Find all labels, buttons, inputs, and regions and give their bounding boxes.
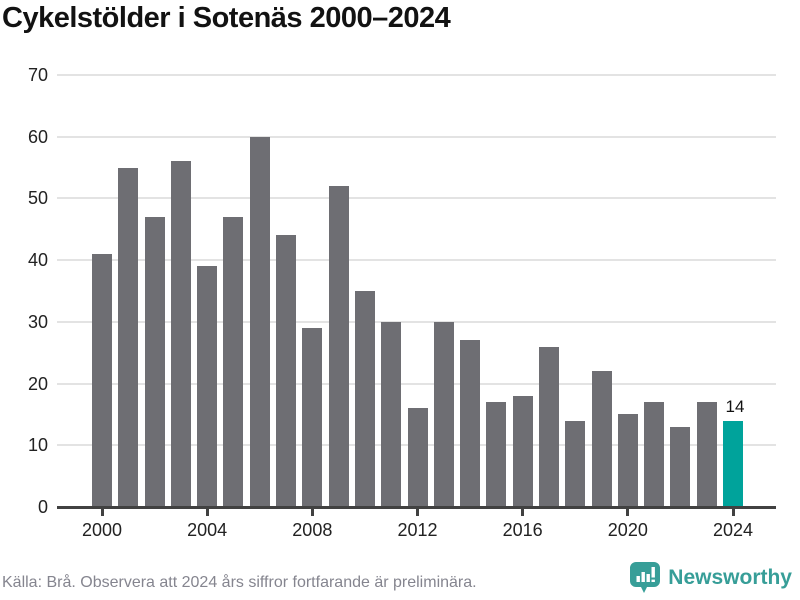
bar-2022 (670, 426, 691, 507)
source-note: Källa: Brå. Observera att 2024 års siffr… (2, 574, 477, 591)
x-tick-label: 2004 (187, 520, 228, 540)
bar-2006 (249, 136, 270, 507)
bar-2024 (723, 420, 743, 507)
bar-2018 (565, 420, 586, 507)
grid-line (57, 74, 776, 76)
x-tick (310, 509, 314, 516)
grid-line (57, 382, 776, 385)
bar-value-label: 14 (725, 396, 745, 416)
x-tick-label: 2020 (607, 520, 648, 540)
x-tick-label: 2012 (397, 520, 438, 540)
x-tick (205, 509, 209, 516)
bar-2012 (407, 408, 428, 507)
x-tick-label: 2000 (81, 520, 123, 540)
bar-2019 (591, 371, 612, 507)
x-tick (416, 509, 419, 516)
bar-2017 (538, 346, 559, 507)
bar-2015 (486, 402, 507, 507)
bar-2003 (170, 161, 191, 507)
bar-2011 (381, 321, 402, 507)
bar-2023 (696, 402, 717, 507)
y-tick-label: 30 (27, 311, 48, 332)
bar-2009 (328, 186, 349, 507)
newsworthy-brand-name: Newsworthy (668, 566, 792, 589)
bar-2004 (197, 266, 218, 507)
y-tick-label: 20 (27, 373, 48, 394)
grid-line (57, 197, 776, 200)
bar-2005 (223, 216, 244, 507)
x-axis-line (57, 506, 776, 509)
x-tick (731, 509, 735, 516)
chart-title: Cykelstölder i Sotenäs 2000–2024 (2, 2, 451, 34)
bar-2014 (460, 340, 481, 507)
y-tick-label: 60 (27, 126, 48, 147)
bar-2000 (92, 253, 112, 507)
bar-2021 (644, 402, 665, 507)
y-tick-label: 0 (37, 497, 48, 517)
y-tick-label: 40 (27, 250, 48, 271)
bar-2001 (118, 167, 139, 507)
newsworthy-logo: Newsworthy (629, 561, 792, 595)
y-tick-label: 70 (27, 65, 48, 85)
grid-line (57, 259, 776, 262)
y-tick-label: 10 (27, 435, 48, 456)
bar-2008 (302, 328, 323, 507)
grid-line (57, 320, 776, 323)
bar-chart-plot-area: 0 10 20 30 40 50 60 70 2000 2004 2008 2012 2016 2020 2… (27, 65, 776, 540)
newsworthy-logo-icon (629, 561, 661, 595)
x-tick-label: 2024 (712, 520, 754, 540)
bar-2002 (144, 216, 165, 507)
x-tick (626, 509, 630, 516)
y-tick-label: 50 (27, 188, 48, 209)
x-tick (100, 509, 104, 516)
bar-2010 (354, 291, 375, 507)
x-tick (521, 509, 525, 516)
bar-2007 (276, 235, 297, 507)
bar-2016 (512, 395, 533, 507)
bar-2020 (617, 414, 638, 507)
grid-line (57, 135, 776, 138)
bar-2013 (433, 321, 454, 507)
x-tick-label: 2016 (502, 520, 543, 540)
x-tick-label: 2008 (292, 520, 333, 540)
